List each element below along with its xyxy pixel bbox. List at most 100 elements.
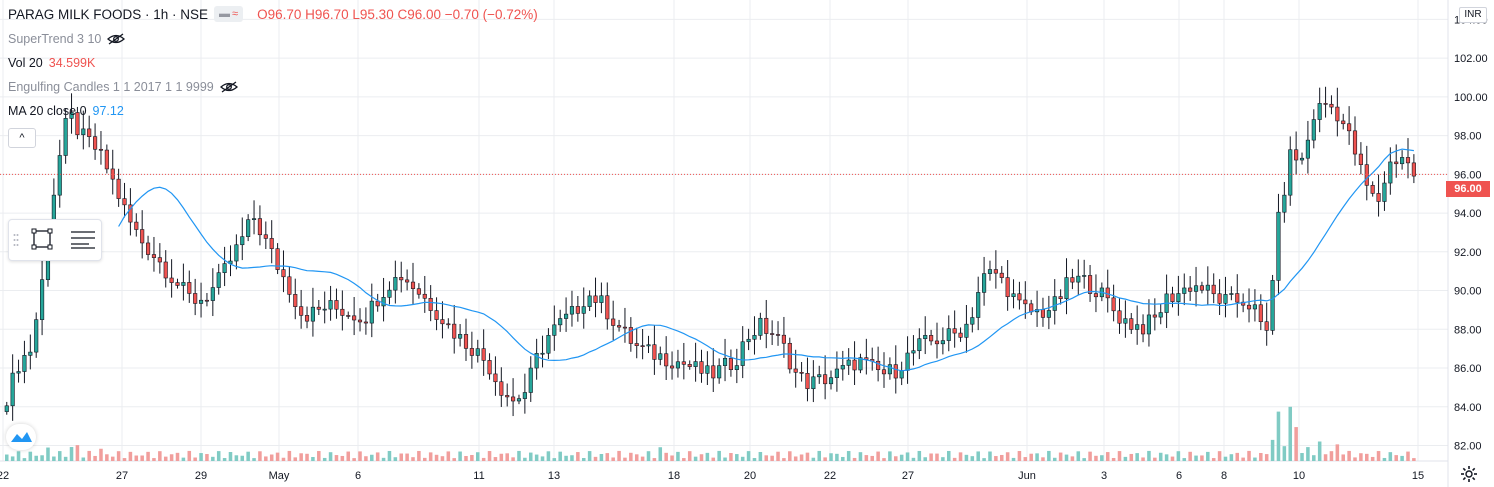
candle — [1217, 293, 1222, 304]
volume-bar — [275, 452, 280, 461]
candle — [28, 351, 33, 356]
candle — [728, 357, 733, 370]
candle — [304, 315, 310, 322]
rectangle-tool-icon[interactable] — [31, 228, 53, 250]
candle — [375, 300, 380, 307]
candle — [481, 348, 486, 361]
volume-bar — [493, 457, 498, 461]
floating-drawing-toolbar[interactable] — [8, 219, 102, 261]
indicator-value: 97.12 — [92, 104, 124, 118]
volume-bar — [1235, 452, 1240, 461]
volume-bar — [428, 452, 433, 461]
candle — [1170, 293, 1175, 302]
candle — [1123, 318, 1128, 324]
collapse-legend-button[interactable]: ^ — [8, 128, 36, 148]
volume-bar — [1300, 453, 1304, 461]
volume-bar — [1223, 456, 1228, 461]
tradingview-logo[interactable] — [6, 424, 36, 450]
volume-bar — [511, 457, 515, 461]
volume-bar — [458, 451, 462, 461]
candle — [976, 292, 981, 318]
volume-bar — [1359, 453, 1363, 461]
candle — [475, 348, 480, 356]
x-tick-label: 20 — [744, 470, 756, 482]
indicator-supertrend[interactable]: SuperTrend 3 10 — [8, 32, 126, 46]
candle — [558, 318, 563, 326]
candle — [675, 361, 681, 369]
volume-bar — [929, 453, 933, 461]
candle — [699, 361, 704, 374]
volume-bar — [870, 455, 874, 461]
volume-bar — [264, 456, 268, 461]
volume-bar — [817, 450, 822, 461]
candle — [122, 198, 127, 206]
volume-bar — [705, 452, 710, 461]
volume-bar — [152, 458, 156, 461]
x-tick-label: 8 — [1221, 470, 1227, 482]
volume-bar — [693, 456, 698, 461]
volume-bar — [1058, 452, 1063, 461]
volume-bar — [1082, 458, 1086, 461]
candle — [834, 368, 839, 378]
volume-bar — [623, 457, 627, 461]
volume-bar — [1259, 452, 1263, 461]
volume-bar — [758, 451, 763, 461]
candle — [987, 269, 993, 274]
volume-bar — [1188, 451, 1192, 461]
candle — [569, 306, 575, 315]
line-settings-icon[interactable] — [69, 228, 99, 250]
x-tick-label: 29 — [195, 470, 207, 482]
candle — [1323, 103, 1328, 105]
volume-bar — [1211, 458, 1216, 461]
volume-bar — [140, 455, 144, 461]
volume-bar — [234, 455, 239, 461]
candle — [693, 361, 698, 367]
volume-bar — [52, 456, 56, 461]
volume-bar — [1017, 451, 1022, 461]
candle — [528, 367, 533, 393]
symbol-title[interactable]: PARAG MILK FOODS · 1h · NSE — [8, 6, 209, 22]
indicator-volume[interactable]: Vol 20 34.599K — [8, 56, 95, 70]
volume-bar — [935, 453, 939, 461]
candle — [546, 335, 551, 354]
volume-bar — [352, 458, 356, 461]
x-tick-label: 6 — [1176, 470, 1182, 482]
volume-bar — [1123, 456, 1128, 461]
y-tick-label: 100.00 — [1454, 92, 1488, 104]
candle — [1129, 318, 1134, 330]
volume-bar — [10, 456, 15, 461]
volume-bar — [917, 450, 922, 461]
candle — [1052, 296, 1057, 311]
candle — [740, 341, 745, 366]
gear-icon[interactable] — [1460, 465, 1478, 483]
eye-hidden-icon[interactable] — [107, 33, 126, 45]
volume-bar — [146, 451, 150, 461]
candle — [1205, 284, 1210, 291]
y-tick-label: 102.00 — [1454, 53, 1488, 65]
candle — [564, 313, 569, 319]
volume-bar — [1241, 457, 1245, 461]
indicator-ma[interactable]: MA 20 close 0 97.12 — [8, 104, 124, 118]
candle — [287, 276, 292, 295]
candle — [363, 321, 368, 324]
candle — [310, 306, 315, 322]
candle — [887, 364, 892, 375]
volume-bar — [982, 458, 986, 461]
volume-bar — [293, 457, 298, 461]
volume-bar — [116, 451, 121, 461]
y-tick-label: 96.00 — [1454, 169, 1482, 181]
indicator-engulfing[interactable]: Engulfing Candles 1 1 2017 1 1 9999 — [8, 80, 238, 94]
candle — [946, 328, 951, 341]
volume-bar — [287, 450, 292, 461]
volume-bar — [505, 453, 509, 461]
chevron-up-icon: ^ — [19, 132, 25, 144]
candle — [416, 288, 421, 295]
drag-handle-icon[interactable] — [13, 233, 19, 247]
eye-hidden-icon[interactable] — [219, 81, 238, 93]
compare-badge[interactable]: ▬ ≈ — [214, 6, 244, 22]
x-tick-label: 13 — [548, 470, 560, 482]
candle — [1005, 277, 1010, 298]
currency-label[interactable]: INR — [1459, 7, 1487, 23]
volume-bar — [1023, 457, 1028, 461]
